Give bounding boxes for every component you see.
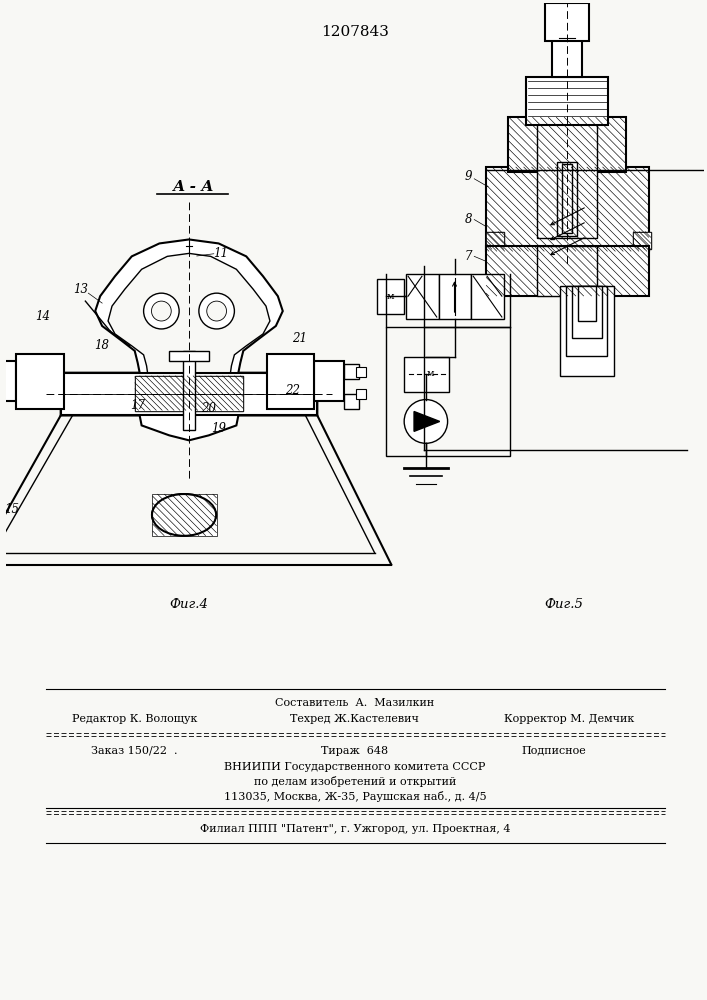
Bar <box>406 274 439 319</box>
Text: Фиг.5: Фиг.5 <box>544 598 583 611</box>
Circle shape <box>404 400 448 443</box>
Text: Фиг.4: Фиг.4 <box>170 598 209 611</box>
Ellipse shape <box>152 494 216 536</box>
Bar <box>486 167 649 251</box>
Text: м: м <box>427 369 435 378</box>
Polygon shape <box>108 253 270 373</box>
Text: 9: 9 <box>464 170 472 183</box>
Text: 17: 17 <box>130 399 145 412</box>
Bar <box>344 364 358 379</box>
Circle shape <box>151 301 171 321</box>
Text: 20: 20 <box>201 402 216 415</box>
Bar <box>508 117 626 172</box>
Text: 18: 18 <box>95 339 110 352</box>
Bar <box>404 357 448 392</box>
Bar <box>537 246 597 296</box>
Bar <box>578 286 596 321</box>
Text: Редактор К. Волощук: Редактор К. Волощук <box>72 714 197 724</box>
Bar <box>169 351 209 361</box>
Circle shape <box>199 293 235 329</box>
Text: 1207843: 1207843 <box>321 25 389 39</box>
Bar <box>153 494 216 536</box>
Bar <box>267 354 315 409</box>
Bar <box>508 117 626 172</box>
Text: 21: 21 <box>292 332 307 345</box>
Text: Составитель  А.  Мазилкин: Составитель А. Мазилкин <box>275 698 434 708</box>
Text: 22: 22 <box>285 384 300 397</box>
Bar <box>356 367 366 377</box>
Bar <box>315 361 344 401</box>
Circle shape <box>206 301 226 321</box>
Bar <box>562 164 572 233</box>
Polygon shape <box>61 239 317 440</box>
Text: м: м <box>387 292 394 301</box>
Text: 14: 14 <box>35 310 50 323</box>
Text: 8: 8 <box>464 213 472 226</box>
Text: 11: 11 <box>213 247 228 260</box>
Bar <box>486 246 649 296</box>
Bar <box>356 389 366 399</box>
Bar <box>486 232 504 249</box>
Bar <box>633 232 651 249</box>
Bar <box>486 167 649 251</box>
Text: 13: 13 <box>73 283 88 296</box>
Bar <box>344 394 358 409</box>
Bar <box>486 232 504 249</box>
Bar <box>572 286 602 338</box>
Text: Корректор М. Демчик: Корректор М. Демчик <box>504 714 634 724</box>
Bar <box>377 279 404 314</box>
Circle shape <box>144 293 179 329</box>
Text: по делам изобретений и открытий: по делам изобретений и открытий <box>254 776 456 787</box>
Bar <box>557 162 577 236</box>
Bar <box>387 327 510 456</box>
Bar <box>61 373 317 415</box>
Text: Подписное: Подписное <box>522 746 587 756</box>
Bar <box>552 38 582 77</box>
Bar <box>439 274 472 319</box>
Bar <box>0 361 16 401</box>
Text: ВНИИПИ Государственного комитета СССР: ВНИИПИ Государственного комитета СССР <box>224 762 486 772</box>
Bar <box>472 274 504 319</box>
Bar <box>525 77 609 125</box>
Polygon shape <box>414 411 440 431</box>
Text: 19: 19 <box>211 422 226 435</box>
Bar <box>545 3 589 41</box>
Bar <box>633 232 651 249</box>
Bar <box>183 351 195 430</box>
Bar <box>566 286 607 356</box>
Text: Техред Ж.Кастелевич: Техред Ж.Кастелевич <box>291 714 419 724</box>
Text: 113035, Москва, Ж-35, Раушская наб., д. 4/5: 113035, Москва, Ж-35, Раушская наб., д. … <box>223 791 486 802</box>
Text: 7: 7 <box>464 250 472 263</box>
Bar <box>135 376 243 410</box>
Text: Филиал ППП "Патент", г. Ужгород, ул. Проектная, 4: Филиал ППП "Патент", г. Ужгород, ул. Про… <box>199 824 510 834</box>
Bar <box>560 286 614 376</box>
Bar <box>537 124 597 238</box>
Text: Заказ 150/22  .: Заказ 150/22 . <box>91 746 178 756</box>
Text: 15: 15 <box>4 503 19 516</box>
Bar <box>486 246 649 296</box>
Bar <box>16 354 64 409</box>
Text: Тираж  648: Тираж 648 <box>321 746 388 756</box>
Text: А - А: А - А <box>173 180 215 194</box>
Bar <box>135 376 243 410</box>
